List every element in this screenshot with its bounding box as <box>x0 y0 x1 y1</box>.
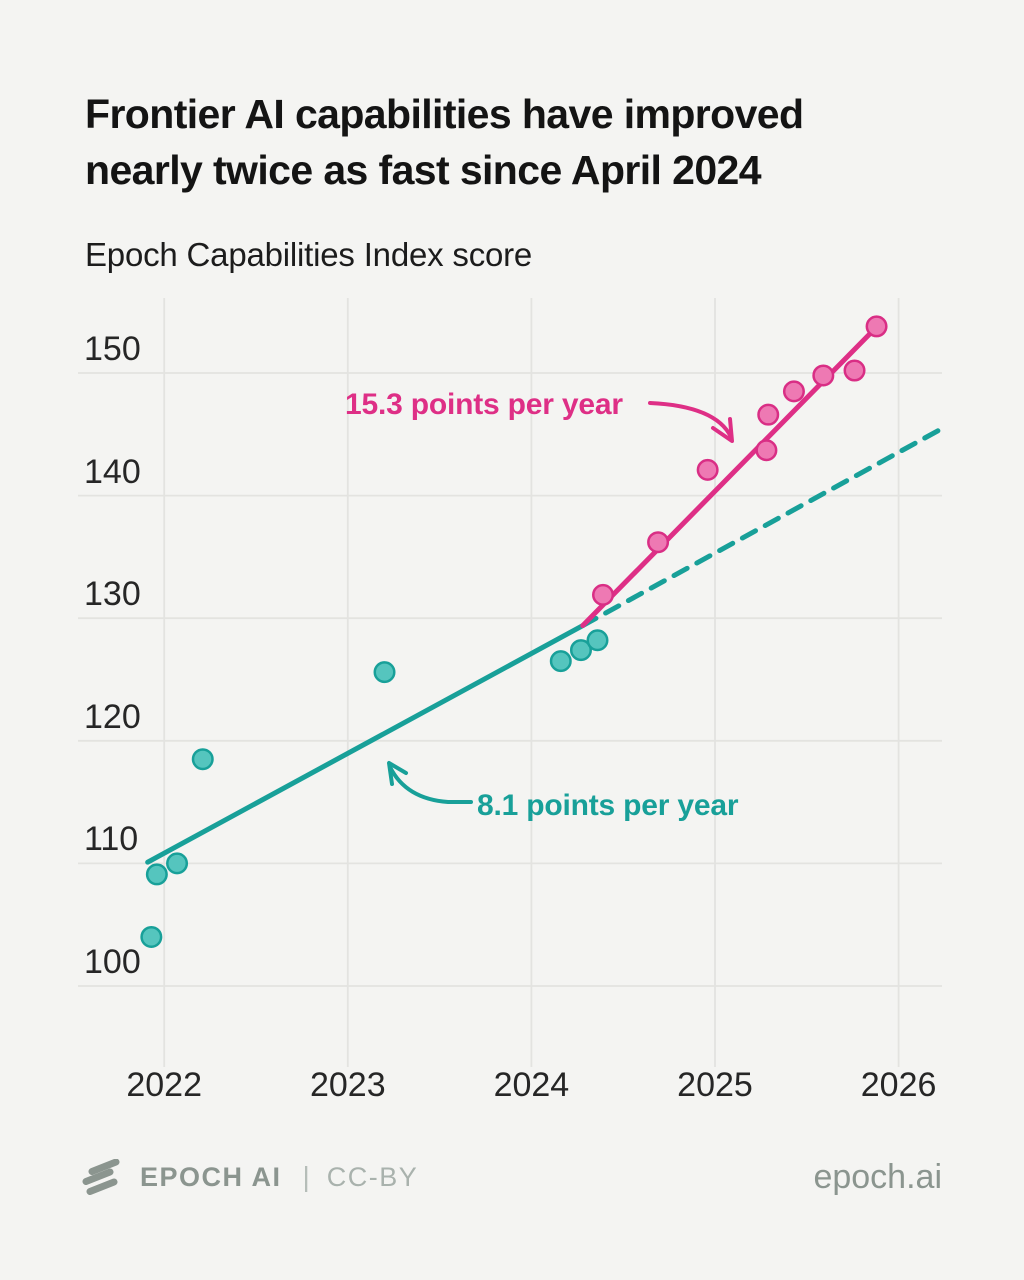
x-tick-label: 2025 <box>677 1066 753 1104</box>
data-point <box>865 315 888 338</box>
chart-title-line2: nearly twice as fast since April 2024 <box>85 147 762 193</box>
data-point <box>592 583 615 606</box>
data-point <box>166 852 189 875</box>
annotation-arrows <box>387 401 734 804</box>
data-point <box>843 359 866 382</box>
data-point <box>782 380 805 403</box>
y-tick-label: 150 <box>84 330 141 368</box>
series-points <box>140 629 609 948</box>
website-url: epoch.ai <box>813 1157 942 1196</box>
fast-trend-arrowhead <box>711 417 734 443</box>
chart-title-line1: Frontier AI capabilities have improved <box>85 91 804 137</box>
data-point <box>140 925 163 948</box>
slow-trend-arrow <box>388 765 473 804</box>
data-point <box>549 650 572 673</box>
gridlines <box>78 298 942 1067</box>
footer-divider: | <box>302 1161 310 1192</box>
annotation-slow-trend-label: 8.1 points per year <box>477 789 739 822</box>
data-point <box>191 748 214 771</box>
y-axis-title: Epoch Capabilities Index score <box>85 236 533 273</box>
y-tick-label: 120 <box>84 697 141 736</box>
y-tick-label: 140 <box>84 452 141 491</box>
y-tick-label: 100 <box>84 943 141 981</box>
data-point <box>757 403 780 426</box>
brand-name: EPOCH AI <box>140 1161 282 1192</box>
x-tick-label: 2026 <box>860 1066 937 1104</box>
series-points <box>592 315 888 606</box>
x-tick-label: 2023 <box>309 1066 386 1104</box>
footer-brand-group: EPOCH AI | CC-BY <box>82 1159 418 1195</box>
license-label: CC-BY <box>326 1161 419 1192</box>
data-point <box>145 863 168 886</box>
footer: EPOCH AI | CC-BY epoch.ai <box>82 1154 942 1200</box>
x-tick-label: 2024 <box>493 1066 570 1104</box>
data-point <box>812 364 835 387</box>
y-tick-label: 130 <box>84 575 141 614</box>
annotation-fast-trend-label: 15.3 points per year <box>345 388 623 421</box>
data-point <box>755 439 778 462</box>
data-point <box>647 531 670 554</box>
data-point <box>569 639 592 662</box>
trend-line <box>145 623 586 865</box>
epoch-ai-logo-icon <box>82 1159 120 1195</box>
fast-trend-arrow <box>648 401 733 439</box>
slow-trend-arrowhead <box>387 761 408 786</box>
y-tick-label: 110 <box>84 820 139 859</box>
data-point <box>696 458 719 481</box>
data-point <box>586 629 609 652</box>
chart-title: Frontier AI capabilities have improved n… <box>85 86 804 198</box>
data-point <box>373 661 396 684</box>
trend-line <box>580 425 946 629</box>
x-tick-label: 2022 <box>126 1066 202 1104</box>
